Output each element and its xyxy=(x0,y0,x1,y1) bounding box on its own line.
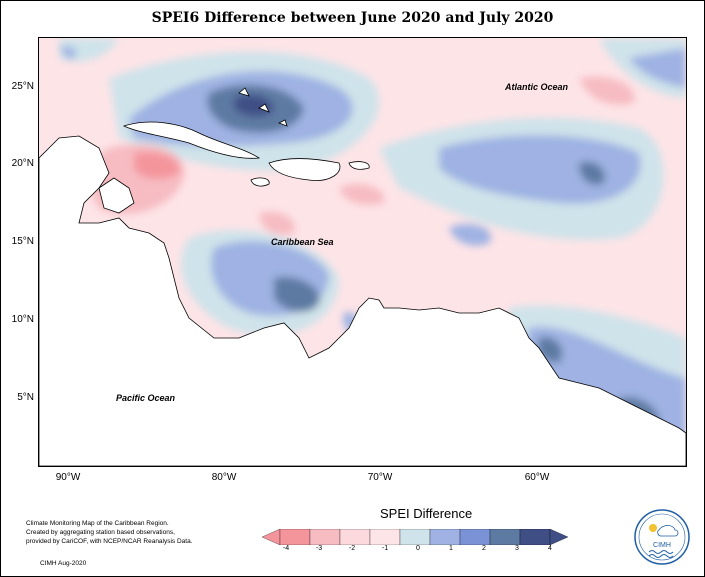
label-caribbean-sea: Caribbean Sea xyxy=(271,237,334,247)
legend-cell xyxy=(399,529,431,545)
label-atlantic-ocean: Atlantic Ocean xyxy=(505,82,569,92)
logo-text: CIMH xyxy=(653,542,671,549)
legend-cell xyxy=(279,529,311,545)
x-tick-60w: 60°W xyxy=(524,472,550,483)
legend-cell xyxy=(339,529,371,545)
x-tick-70w: 70°W xyxy=(367,472,393,483)
y-tick-25n: 25°N xyxy=(11,81,34,92)
legend-arrow-right xyxy=(549,529,569,545)
legend-tick-label: -4 xyxy=(282,545,290,552)
cimh-logo: CIMH xyxy=(634,509,690,565)
credit-line-1: Climate Monitoring Map of the Caribbean … xyxy=(26,520,169,527)
legend-title: SPEI Difference xyxy=(380,506,473,521)
y-tick-20n: 20°N xyxy=(11,158,34,169)
legend-tick-label: -3 xyxy=(315,545,323,552)
y-tick-15n: 15°N xyxy=(11,236,34,247)
legend-cell xyxy=(459,529,491,545)
legend-tick-label: -2 xyxy=(348,545,356,552)
credit-line-3: provided by CariCOF, with NCEP/NCAR Rean… xyxy=(26,538,193,545)
credit-footer: CIMH Aug-2020 xyxy=(40,560,87,567)
y-tick-5n: 5°N xyxy=(17,392,34,403)
credit-text: Climate Monitoring Map of the Caribbean … xyxy=(26,519,236,546)
x-tick-90w: 90°W xyxy=(55,472,81,483)
label-pacific-ocean: Pacific Ocean xyxy=(116,393,176,403)
map-panel xyxy=(38,37,687,467)
legend-cell xyxy=(309,529,341,545)
legend-cell xyxy=(369,529,401,545)
legend-tick-label: -1 xyxy=(381,545,389,552)
x-tick-80w: 80°W xyxy=(211,472,237,483)
legend-tick-label: 2 xyxy=(482,545,486,552)
legend-tick-label: 0 xyxy=(416,545,420,552)
legend-cell xyxy=(519,529,551,545)
legend-tick-label: 3 xyxy=(515,545,519,552)
legend-cell xyxy=(489,529,521,545)
y-tick-10n: 10°N xyxy=(11,314,34,325)
credit-line-2: Created by aggregating station based obs… xyxy=(26,529,175,536)
legend-colorbar xyxy=(262,529,569,545)
spei-map xyxy=(39,38,686,466)
legend-tick-label: 4 xyxy=(548,545,552,552)
legend-tick-label: 1 xyxy=(449,545,453,552)
map-title: SPEI6 Difference between June 2020 and J… xyxy=(151,10,554,26)
legend-cell xyxy=(429,529,461,545)
legend-arrow-left xyxy=(262,529,281,545)
